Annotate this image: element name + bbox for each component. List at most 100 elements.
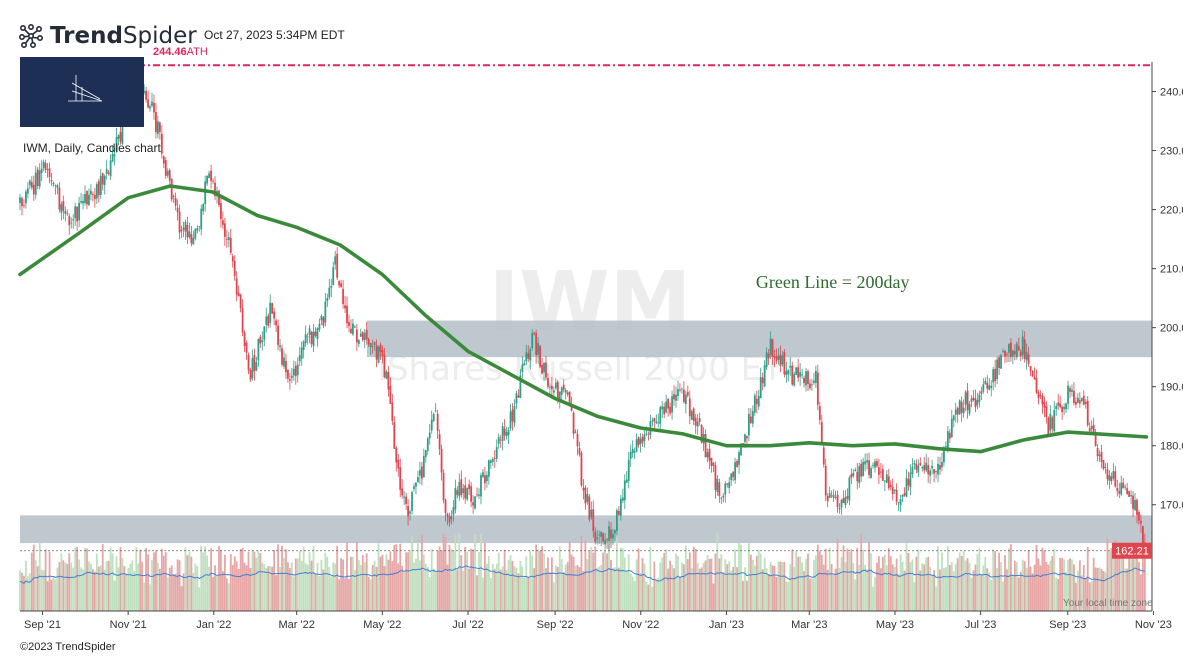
volume-bar: [277, 544, 279, 611]
candle-body: [669, 406, 671, 414]
candle-body: [531, 332, 534, 349]
candle-body: [781, 355, 784, 365]
volume-bar: [1138, 562, 1140, 611]
volume-bar: [147, 554, 149, 611]
candle-body: [789, 366, 792, 368]
candle-body: [996, 359, 999, 379]
candle-body: [206, 175, 209, 184]
volume-bar: [773, 566, 776, 611]
candle-body: [779, 354, 782, 367]
volume-bar: [740, 544, 742, 611]
volume-bar: [151, 560, 153, 611]
volume-bar: [992, 549, 995, 611]
volume-bar: [753, 565, 756, 611]
candle-body: [1098, 454, 1101, 457]
volume-bar: [308, 552, 311, 611]
candle-body: [946, 431, 949, 449]
volume-bar: [848, 551, 851, 611]
candle-body: [482, 472, 484, 477]
candle-body: [474, 496, 476, 509]
candle-body: [688, 398, 691, 417]
candle-body: [275, 320, 277, 326]
candle-body: [616, 510, 618, 531]
candle-body: [700, 424, 703, 443]
volume-bar: [915, 556, 918, 611]
volume-bar: [1134, 548, 1136, 611]
candle-body: [978, 394, 981, 402]
candle-body: [619, 498, 622, 516]
volume-bar: [1100, 568, 1103, 611]
candle-body: [712, 462, 715, 466]
volume-bar: [598, 566, 601, 611]
candle-body: [990, 385, 993, 389]
candle-body: [66, 212, 69, 214]
volume-bar: [783, 561, 786, 611]
candle-body: [777, 355, 780, 360]
candle-body: [186, 224, 189, 238]
trendspider-logo[interactable]: Trend Spider: [18, 20, 197, 52]
candle-body: [929, 470, 932, 476]
candle-body: [1138, 512, 1140, 521]
volume-bar: [584, 540, 587, 611]
candle-body: [176, 207, 179, 213]
volume-ma-line: [19, 565, 1146, 584]
volume-bar: [797, 556, 800, 611]
candle-body: [389, 385, 392, 404]
candle-body: [484, 475, 486, 484]
candle-body: [913, 463, 916, 465]
thumbnail-graphic: [68, 75, 103, 102]
candle-body: [710, 457, 713, 467]
candle-body: [590, 509, 593, 518]
volume-bar: [927, 556, 930, 611]
volume-bar: [677, 556, 679, 611]
volume-bar: [820, 554, 823, 611]
volume-bar: [1136, 554, 1138, 611]
volume-bar: [1073, 564, 1075, 611]
candle-body: [722, 495, 725, 498]
volume-bar: [943, 567, 945, 611]
candle-body: [458, 481, 461, 497]
volume-bar: [844, 562, 847, 611]
candle-body: [84, 193, 86, 203]
volume-bar: [306, 564, 309, 611]
candle-body: [878, 467, 880, 475]
candle-body: [824, 465, 827, 496]
chart-thumbnail[interactable]: [20, 57, 144, 127]
volume-bar: [887, 548, 890, 611]
candle-body: [905, 477, 908, 497]
volume-bar: [340, 558, 343, 611]
candle-body: [600, 531, 603, 537]
volume-bar: [223, 554, 226, 611]
volume-bar: [428, 576, 431, 611]
sma-annotation: Green Line = 200day: [756, 272, 910, 292]
candle-body: [190, 234, 193, 244]
candle-body: [220, 203, 222, 220]
candle-body: [998, 357, 1000, 368]
volume-bar: [582, 571, 585, 611]
candle-body: [968, 403, 971, 414]
volume-bar: [1086, 546, 1089, 611]
volume-bar: [929, 566, 932, 611]
volume-bar: [355, 542, 358, 611]
candle-body: [773, 356, 776, 358]
volume-bar: [523, 577, 526, 611]
volume-bar: [190, 556, 193, 611]
candle-body: [1049, 413, 1052, 431]
volume-bar: [458, 533, 461, 611]
volume-bar: [889, 556, 892, 611]
candle-body: [350, 328, 352, 334]
volume-bar: [748, 543, 750, 611]
ath-label: 244.46ATH: [153, 46, 208, 58]
candle-body: [1088, 428, 1091, 432]
candle-body: [529, 349, 532, 361]
volume-bar: [231, 564, 234, 611]
volume-bar: [580, 535, 583, 611]
volume-bar: [68, 553, 71, 611]
candle-body: [511, 409, 514, 422]
volume-bar: [643, 563, 646, 611]
candle-body: [787, 370, 790, 375]
volume-bar: [893, 567, 896, 611]
candle-body: [795, 367, 798, 375]
candle-body: [1130, 495, 1132, 497]
